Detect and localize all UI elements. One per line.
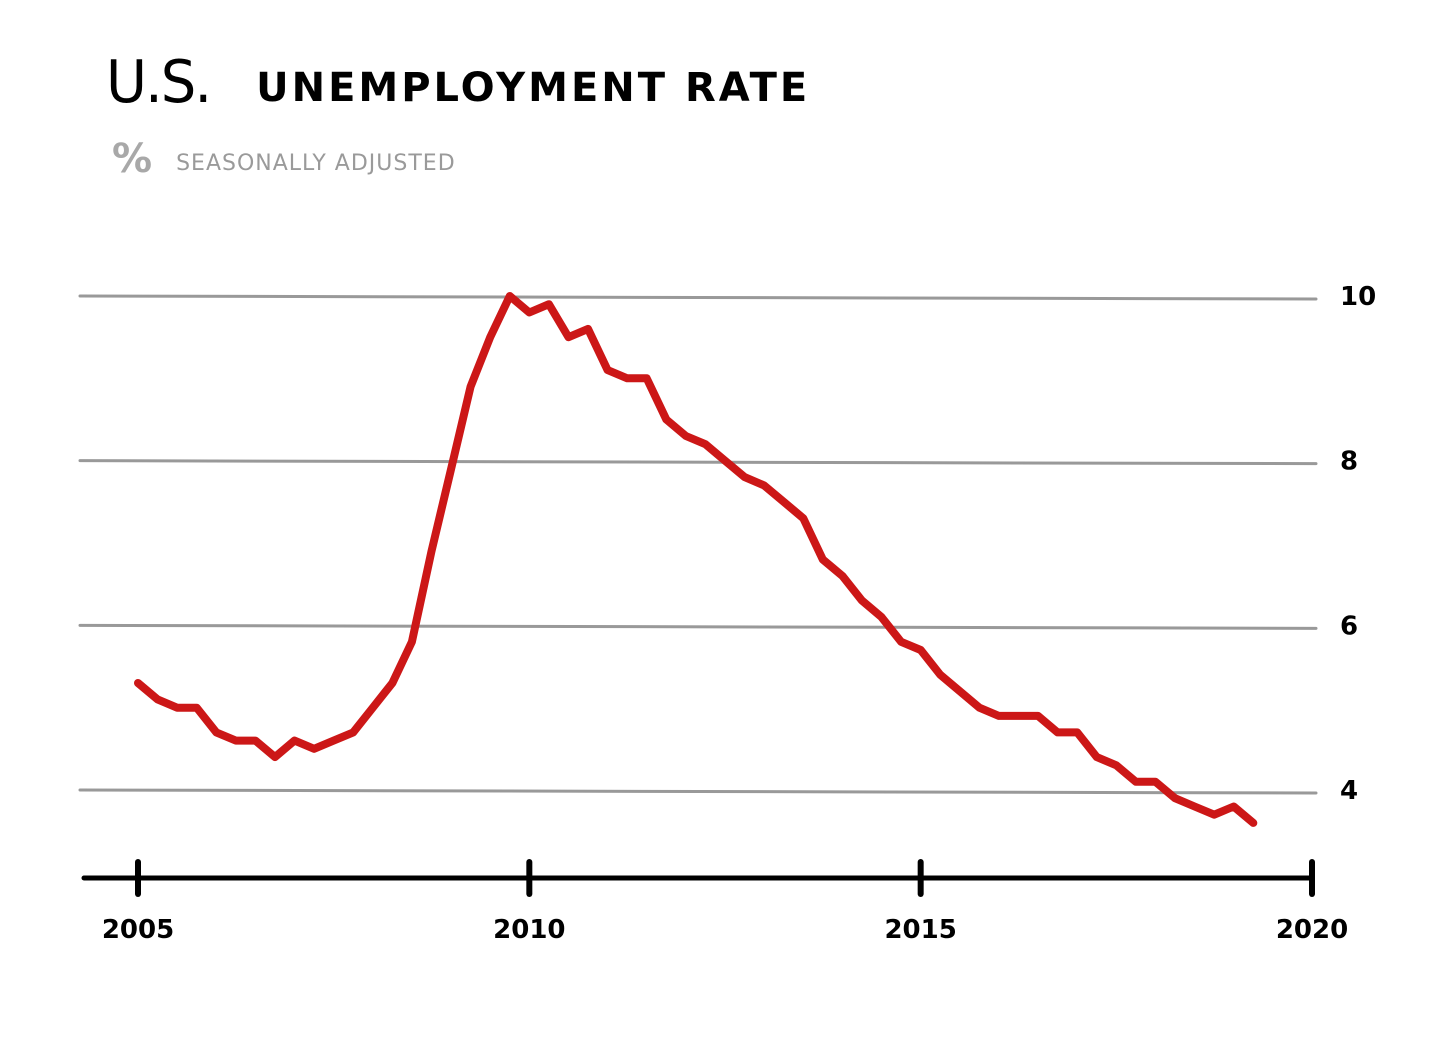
- x-tick-label-2010: 2010: [493, 915, 565, 945]
- gridline-10: [78, 294, 1318, 301]
- series-line-0: [134, 292, 1258, 827]
- x-tick-label-2015: 2015: [884, 915, 956, 945]
- y-tick-label-6: 6: [1340, 611, 1358, 641]
- x-axis: 2005 2010 2015 2020: [81, 859, 1348, 945]
- chart-title: U.S. UNEMPLOYMENT RATE: [106, 48, 811, 117]
- chart-subtitle-text: SEASONALLY ADJUSTED: [176, 150, 456, 176]
- y-tick-label-4: 4: [1340, 776, 1358, 806]
- x-tick-label-2005: 2005: [102, 915, 174, 945]
- y-tick-label-8: 8: [1340, 447, 1358, 477]
- gridline-6: [78, 623, 1318, 630]
- percent-icon: %: [112, 136, 153, 182]
- gridline-4: [78, 788, 1318, 795]
- x-tick-label-2020: 2020: [1276, 915, 1348, 945]
- chart-title-country: U.S.: [106, 48, 212, 117]
- y-tick-label-10: 10: [1340, 282, 1376, 312]
- y-axis-labels: 10 8 6 4: [1340, 282, 1376, 806]
- gridlines: [78, 294, 1318, 795]
- chart-subtitle: % SEASONALLY ADJUSTED: [112, 136, 456, 182]
- series-layer: [134, 292, 1258, 827]
- chart-title-text: UNEMPLOYMENT RATE: [256, 65, 811, 111]
- gridline-8: [78, 459, 1318, 466]
